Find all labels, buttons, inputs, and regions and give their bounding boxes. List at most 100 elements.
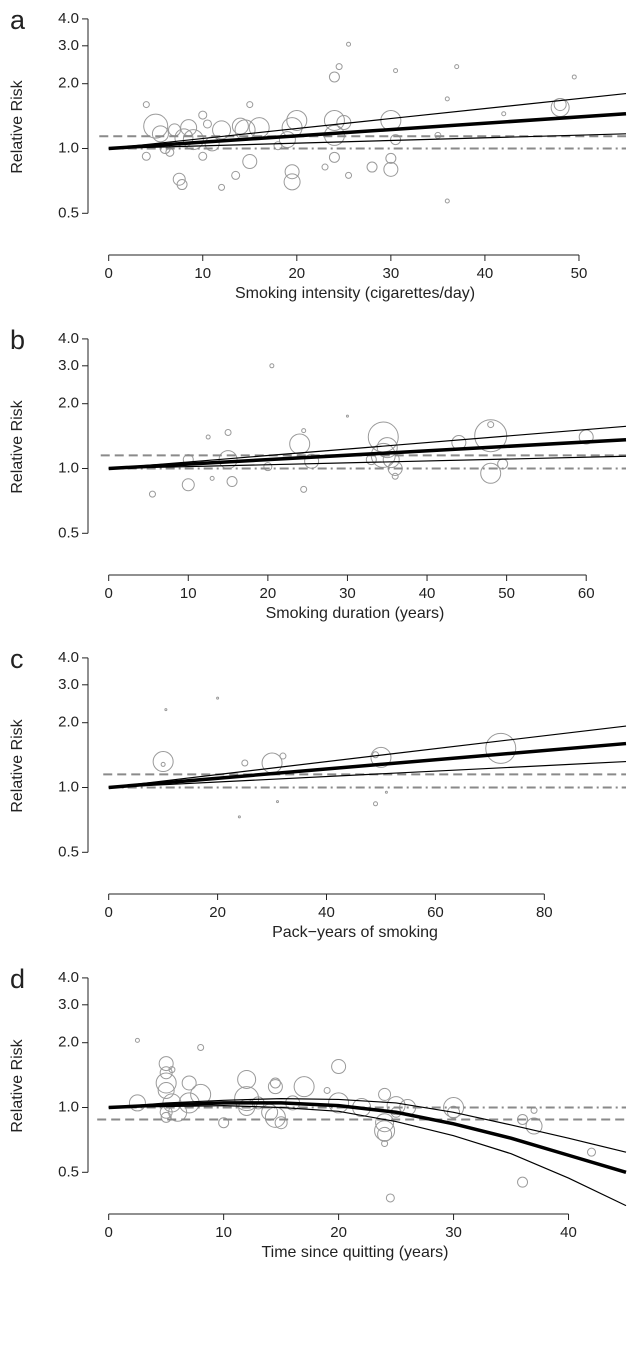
y-tick-label: 3.0 [58,37,79,54]
x-axis-title: Smoking intensity (cigarettes/day) [235,285,475,302]
bubble [168,123,182,137]
bubble [279,752,287,760]
x-tick-label: 20 [260,585,277,602]
bubble [284,164,300,180]
panel-label: c [10,644,24,674]
bubble [444,96,450,102]
bubble [143,113,169,139]
bubble [164,708,168,712]
fit-line [108,425,627,470]
y-tick-label: 1.0 [58,1098,79,1115]
y-tick-label: 1.0 [58,139,79,156]
bubble [385,1193,395,1203]
bubble [384,790,388,794]
bubble [571,74,577,80]
bubble [241,759,249,767]
bubble [176,179,188,191]
bubble [269,363,275,369]
y-tick-label: 2.0 [58,1034,79,1051]
bubble [202,119,212,129]
panel: b Relative Risk Smoking duration (years) 0.… [9,325,627,622]
bubble [224,428,232,436]
bubble [242,154,258,170]
x-axis-title: Time since quitting (years) [261,1244,448,1261]
y-tick-label: 0.5 [58,524,79,541]
bubble [335,63,343,71]
y-tick-label: 2.0 [58,395,79,412]
bubble [152,751,174,773]
bubble [269,1077,281,1089]
fit-line [108,1101,627,1174]
bubble [274,1116,288,1130]
bubble [160,761,166,767]
bubble [234,1086,260,1112]
bubble [168,1066,176,1074]
bubble [157,1081,175,1099]
y-tick-label: 1.0 [58,778,79,795]
bubble [345,171,353,179]
y-tick-label: 1.0 [58,459,79,476]
bubble [346,41,352,47]
x-tick-label: 40 [560,1224,577,1241]
bubble [301,428,307,434]
bubble [328,151,340,163]
bubble [128,1094,146,1112]
bubble [286,109,308,131]
bubble [501,111,507,117]
x-tick-label: 0 [105,904,113,921]
bubble [304,453,320,469]
x-tick-label: 40 [318,904,335,921]
bubble [261,752,283,774]
bubble [155,1072,177,1094]
bubble [345,414,349,418]
bubble [237,815,241,819]
bubble [226,476,238,488]
bubble [158,1056,174,1072]
bubble [293,1076,315,1098]
panel-label: d [10,964,25,994]
y-tick-label: 3.0 [58,676,79,693]
y-axis-title: Relative Risk [9,79,26,173]
x-tick-label: 10 [215,1224,232,1241]
bubble [553,98,567,112]
bubble [443,1096,465,1118]
bubble [151,125,169,143]
bubble [386,1096,406,1116]
x-tick-label: 50 [571,265,588,282]
bubble [485,732,517,764]
bubble [323,1086,331,1094]
y-tick-label: 4.0 [58,969,79,986]
x-tick-label: 10 [194,265,211,282]
fit-line [108,133,627,150]
bubble [263,462,273,472]
bubble [587,1147,597,1157]
bubble [134,1037,140,1043]
y-tick-label: 0.5 [58,1163,79,1180]
fit-line [108,112,627,151]
bubble [497,458,509,470]
x-tick-label: 80 [536,904,553,921]
bubble [376,437,398,459]
x-tick-label: 40 [419,585,436,602]
bubble [444,198,450,204]
fit-line [108,760,627,789]
bubble [480,462,502,484]
y-tick-label: 0.5 [58,204,79,221]
bubble [321,163,329,171]
bubble [370,746,392,768]
bubble [182,129,204,151]
bubble [216,696,220,700]
bubble [377,1126,393,1142]
x-tick-label: 40 [477,265,494,282]
bubble [209,475,215,481]
bubble [391,472,399,480]
y-tick-label: 2.0 [58,714,79,731]
bubble [148,490,156,498]
bubble [283,173,301,191]
x-tick-label: 0 [105,1224,113,1241]
x-tick-label: 60 [578,585,595,602]
x-tick-label: 20 [330,1224,347,1241]
y-tick-label: 4.0 [58,10,79,27]
bubble [375,1113,395,1133]
